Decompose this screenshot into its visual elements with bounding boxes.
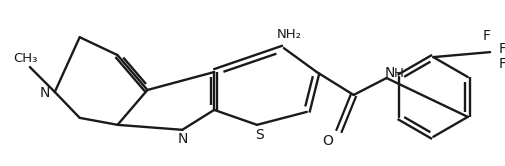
Text: O: O [322, 134, 332, 148]
Text: CH₃: CH₃ [14, 52, 38, 65]
Text: F: F [498, 57, 505, 71]
Text: NH₂: NH₂ [276, 28, 301, 41]
Text: N: N [178, 132, 188, 146]
Text: H: H [393, 67, 402, 80]
Text: F: F [498, 42, 505, 56]
Text: N: N [39, 86, 50, 100]
Text: N: N [383, 66, 394, 80]
Text: F: F [482, 29, 490, 43]
Text: S: S [255, 128, 264, 142]
